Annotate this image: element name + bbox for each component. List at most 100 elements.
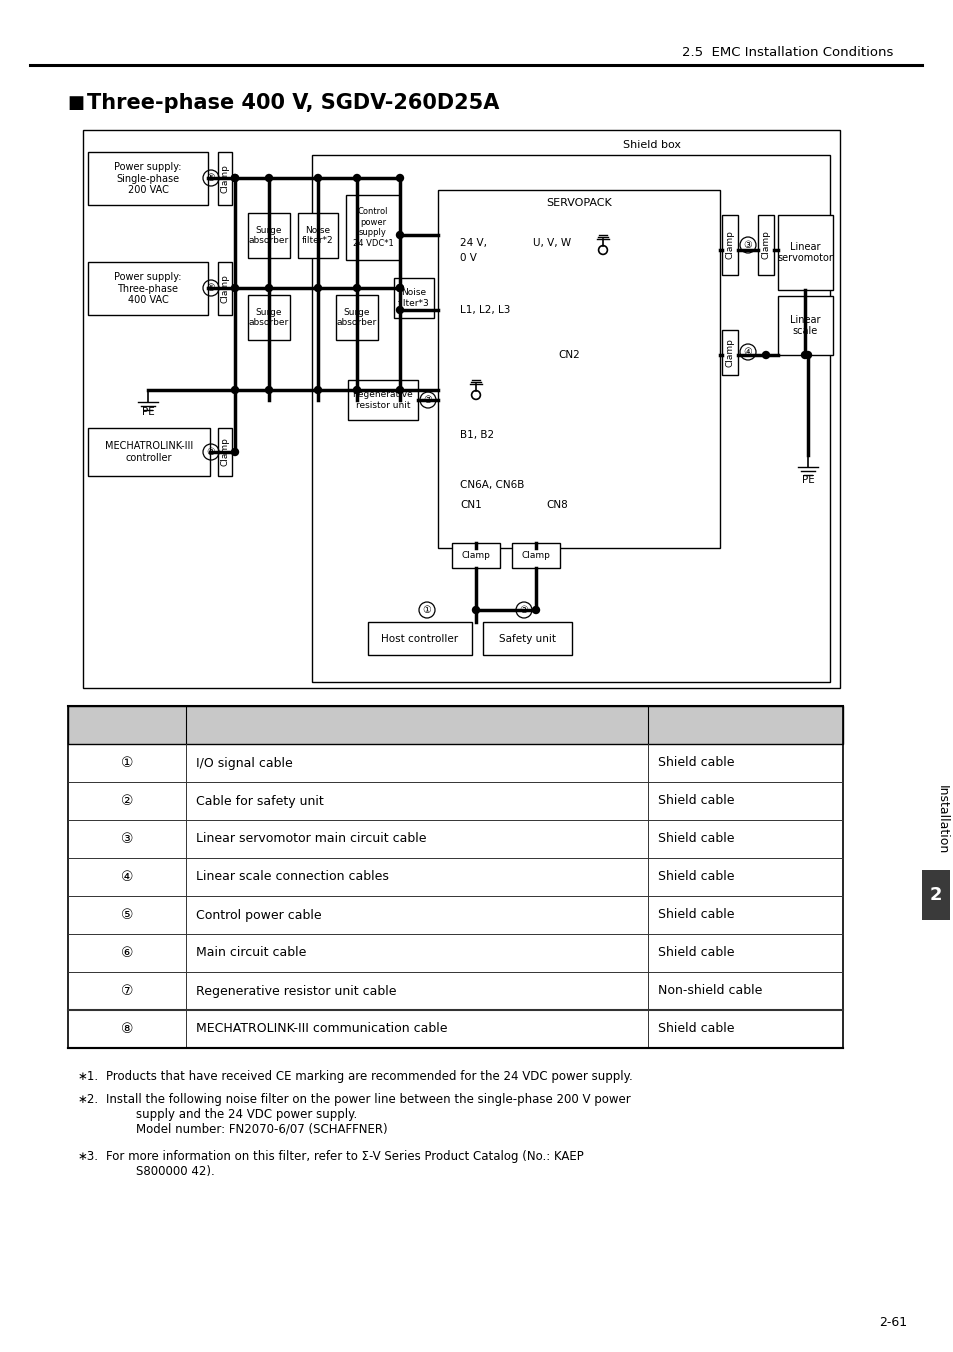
Bar	[248, 214, 290, 258]
Bar	[248, 295, 290, 339]
Text: Control
power
supply
24 VDC*1: Control power supply 24 VDC*1	[353, 207, 393, 247]
Text: Cable for safety unit: Cable for safety unit	[195, 795, 323, 807]
Circle shape	[354, 174, 360, 181]
Text: Installation: Installation	[935, 786, 947, 854]
Text: Clamp: Clamp	[220, 438, 230, 466]
Bar	[88, 429, 210, 476]
Text: PE: PE	[141, 407, 154, 416]
Text: ∗2.: ∗2.	[78, 1092, 99, 1106]
Text: Noise
filter*2: Noise filter*2	[302, 226, 334, 245]
Text: ②: ②	[121, 794, 133, 808]
Text: Cable Name: Cable Name	[376, 718, 457, 731]
Bar	[83, 130, 840, 688]
Text: ③: ③	[742, 241, 752, 250]
Bar	[335, 295, 377, 339]
Text: Shield cable: Shield cable	[658, 946, 734, 960]
Text: 0 V: 0 V	[459, 253, 476, 264]
Text: Regenerative resistor unit cable: Regenerative resistor unit cable	[195, 984, 396, 998]
Circle shape	[472, 607, 479, 614]
Text: Linear
servomotor: Linear servomotor	[777, 242, 833, 264]
Text: ⑧: ⑧	[207, 448, 215, 457]
Bar	[312, 155, 829, 681]
Text: L1, L2, L3: L1, L2, L3	[459, 306, 510, 315]
Circle shape	[265, 284, 273, 292]
Text: Shield cable: Shield cable	[658, 871, 734, 883]
Text: I/O signal cable: I/O signal cable	[195, 757, 293, 769]
Text: SERVOPACK: SERVOPACK	[545, 197, 611, 208]
Text: Shield cable: Shield cable	[658, 757, 734, 769]
Text: ⑦: ⑦	[121, 984, 133, 998]
Text: CN1: CN1	[459, 500, 481, 510]
Circle shape	[396, 284, 403, 292]
Text: Main circuit cable: Main circuit cable	[195, 946, 306, 960]
Text: Specification: Specification	[701, 718, 787, 731]
Circle shape	[265, 387, 273, 393]
Text: ∗3.: ∗3.	[78, 1151, 99, 1163]
Bar	[721, 330, 738, 375]
Text: ⑤: ⑤	[207, 173, 215, 183]
Text: Host controller: Host controller	[381, 634, 458, 644]
Circle shape	[265, 174, 273, 181]
Text: Linear scale connection cables: Linear scale connection cables	[195, 871, 389, 883]
Text: Surge
absorber: Surge absorber	[249, 226, 289, 245]
Text: ⑦: ⑦	[423, 395, 432, 406]
Bar	[921, 869, 949, 919]
Text: 2.5  EMC Installation Conditions: 2.5 EMC Installation Conditions	[680, 46, 892, 58]
Text: ④: ④	[742, 347, 752, 357]
Bar	[68, 706, 842, 744]
Text: ①: ①	[422, 604, 431, 615]
Bar	[218, 429, 232, 476]
Text: Three-phase 400 V, SGDV-260D25A: Three-phase 400 V, SGDV-260D25A	[87, 93, 498, 114]
Circle shape	[396, 284, 403, 292]
Circle shape	[232, 449, 238, 456]
Bar	[394, 279, 434, 318]
Text: Clamp: Clamp	[220, 274, 230, 303]
Text: ②: ②	[519, 604, 528, 615]
Text: ⑤: ⑤	[121, 909, 133, 922]
Bar	[368, 622, 472, 654]
Text: ①: ①	[121, 756, 133, 771]
Bar	[88, 262, 208, 315]
Circle shape	[232, 284, 238, 292]
Bar	[452, 544, 499, 568]
Text: Clamp: Clamp	[220, 164, 230, 193]
Text: B1, B2: B1, B2	[459, 430, 494, 439]
Bar	[482, 622, 572, 654]
Circle shape	[396, 307, 403, 314]
Bar	[346, 195, 399, 260]
Circle shape	[801, 352, 807, 358]
Text: ∗1.: ∗1.	[78, 1069, 99, 1083]
Text: Install the following noise filter on the power line between the single-phase 20: Install the following noise filter on th…	[106, 1092, 630, 1136]
Text: Shield cable: Shield cable	[658, 909, 734, 922]
Circle shape	[396, 174, 403, 181]
Bar	[437, 191, 720, 548]
Text: Power supply:
Three-phase
400 VAC: Power supply: Three-phase 400 VAC	[114, 272, 182, 306]
Bar	[348, 380, 417, 420]
Text: 2: 2	[929, 886, 942, 904]
Text: CN2: CN2	[558, 350, 579, 360]
Text: ⑥: ⑥	[207, 283, 215, 293]
Circle shape	[314, 284, 321, 292]
Circle shape	[803, 352, 811, 358]
Text: Non-shield cable: Non-shield cable	[658, 984, 761, 998]
Text: Linear
scale: Linear scale	[789, 315, 820, 337]
Circle shape	[314, 174, 321, 181]
Text: Clamp: Clamp	[724, 231, 734, 260]
Text: Noise
filter*3: Noise filter*3	[397, 288, 430, 308]
Circle shape	[396, 231, 403, 238]
Text: PE: PE	[801, 475, 814, 485]
Bar	[297, 214, 337, 258]
Bar	[88, 151, 208, 206]
Circle shape	[354, 284, 360, 292]
Text: ■: ■	[67, 95, 84, 112]
Text: 2-61: 2-61	[878, 1315, 906, 1329]
Bar	[218, 262, 232, 315]
Text: MECHATROLINK-III communication cable: MECHATROLINK-III communication cable	[195, 1022, 447, 1036]
Text: Clamp: Clamp	[461, 552, 490, 560]
Text: Safety unit: Safety unit	[498, 634, 556, 644]
Text: Clamp: Clamp	[760, 231, 770, 260]
Bar	[758, 215, 773, 274]
Text: U, V, W: U, V, W	[533, 238, 571, 247]
Text: CN6A, CN6B: CN6A, CN6B	[459, 480, 524, 489]
Text: ⑥: ⑥	[121, 946, 133, 960]
